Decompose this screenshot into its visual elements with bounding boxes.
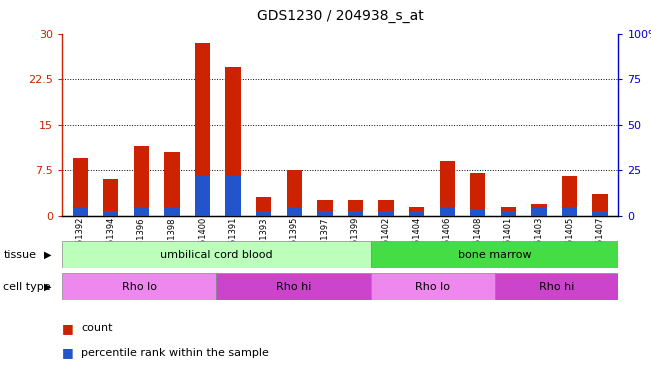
Bar xyxy=(495,273,618,300)
Bar xyxy=(225,67,241,216)
Text: tissue: tissue xyxy=(3,250,36,259)
Bar xyxy=(562,207,577,216)
Text: Rho lo: Rho lo xyxy=(122,282,157,291)
Bar xyxy=(216,273,371,300)
Bar xyxy=(378,201,394,216)
Text: percentile rank within the sample: percentile rank within the sample xyxy=(81,348,270,357)
Text: cell type: cell type xyxy=(3,282,51,291)
Bar xyxy=(256,211,271,216)
Text: GDS1230 / 204938_s_at: GDS1230 / 204938_s_at xyxy=(256,9,424,23)
Text: count: count xyxy=(81,323,113,333)
Bar xyxy=(501,211,516,216)
Bar xyxy=(531,204,547,216)
Bar xyxy=(348,211,363,216)
Bar xyxy=(195,43,210,216)
Text: Rho hi: Rho hi xyxy=(276,282,311,291)
Bar xyxy=(317,201,333,216)
Bar xyxy=(195,176,210,216)
Bar xyxy=(317,211,333,216)
Bar xyxy=(164,152,180,216)
Bar xyxy=(371,241,618,268)
Bar xyxy=(164,207,180,216)
Bar xyxy=(103,179,118,216)
Bar xyxy=(286,170,302,216)
Text: bone marrow: bone marrow xyxy=(458,250,532,259)
Text: ▶: ▶ xyxy=(44,282,51,291)
Bar xyxy=(409,207,424,216)
Text: Rho lo: Rho lo xyxy=(415,282,450,291)
Bar xyxy=(225,176,241,216)
Bar xyxy=(378,211,394,216)
Bar xyxy=(470,209,486,216)
Bar xyxy=(133,207,149,216)
Text: ■: ■ xyxy=(62,322,74,334)
Bar xyxy=(470,173,486,216)
Bar xyxy=(439,207,455,216)
Text: ▶: ▶ xyxy=(44,250,51,259)
Text: Rho hi: Rho hi xyxy=(539,282,574,291)
Bar xyxy=(62,241,371,268)
Bar xyxy=(72,158,88,216)
Bar xyxy=(409,211,424,216)
Text: ■: ■ xyxy=(62,346,74,359)
Bar xyxy=(371,273,495,300)
Bar xyxy=(531,207,547,216)
Bar xyxy=(562,176,577,216)
Bar xyxy=(103,211,118,216)
Bar xyxy=(592,194,608,216)
Bar xyxy=(133,146,149,216)
Bar xyxy=(286,207,302,216)
Bar xyxy=(348,201,363,216)
Bar xyxy=(62,273,216,300)
Bar xyxy=(256,197,271,216)
Bar xyxy=(439,161,455,216)
Bar xyxy=(501,207,516,216)
Bar xyxy=(72,207,88,216)
Text: umbilical cord blood: umbilical cord blood xyxy=(160,250,273,259)
Bar xyxy=(592,211,608,216)
